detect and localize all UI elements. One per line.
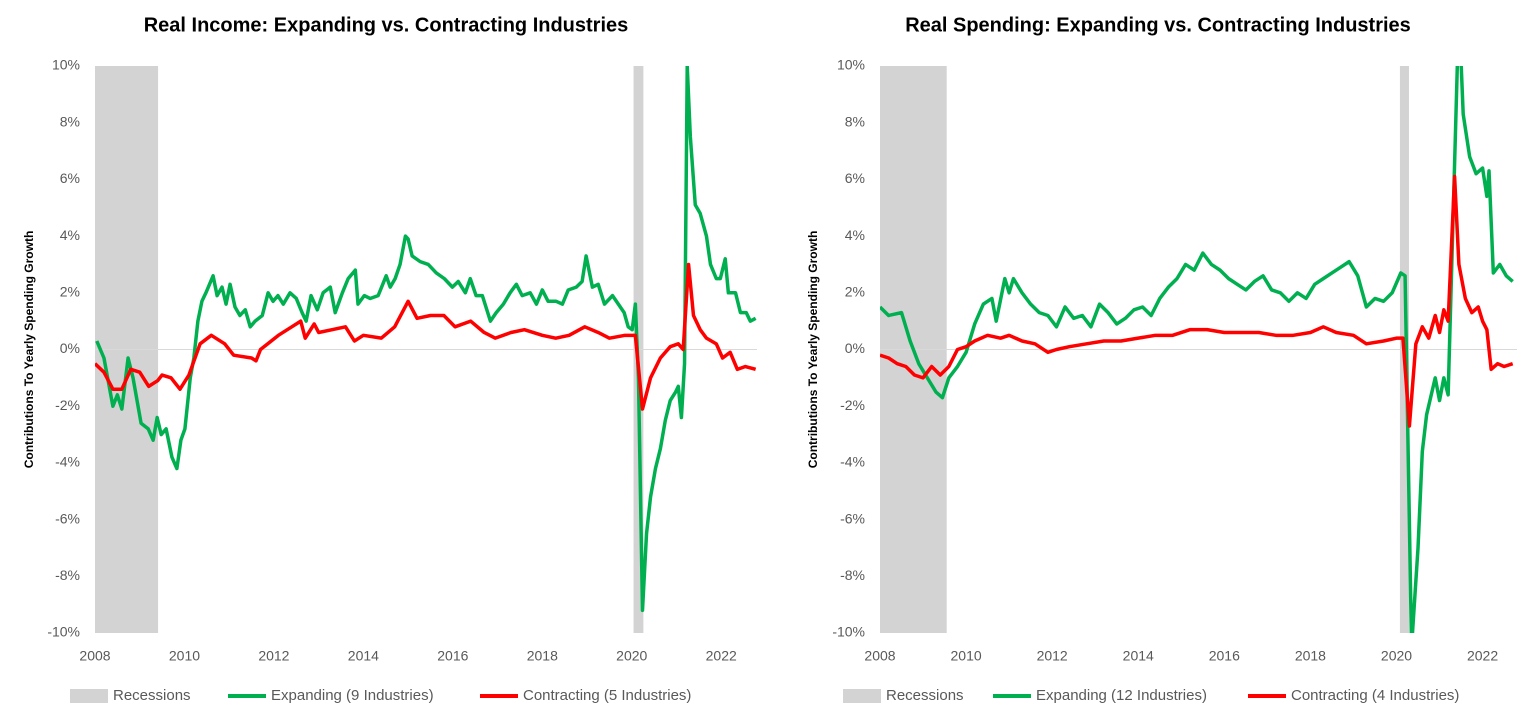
legend-swatch [70,689,108,703]
x-tick-label: 2010 [951,648,982,664]
x-tick-label: 2020 [1381,648,1412,664]
y-tick-label: 0% [845,340,865,356]
x-tick-label: 2022 [1467,648,1498,664]
legend-label: Expanding (12 Industries) [1036,687,1207,704]
plot-area [880,66,1517,633]
x-tick-label: 2018 [527,648,558,664]
legend-label: Contracting (5 Industries) [523,687,691,704]
series-line [880,66,1514,633]
chart-panel: Real Spending: Expanding vs. Contracting… [806,14,1517,704]
y-tick-label: 4% [845,227,865,243]
x-tick-label: 2020 [616,648,647,664]
chart-title: Real Spending: Expanding vs. Contracting… [905,14,1411,36]
x-tick-label: 2018 [1295,648,1326,664]
x-tick-label: 2008 [79,648,110,664]
x-tick-label: 2016 [437,648,468,664]
y-tick-label: 6% [60,170,80,186]
x-tick-label: 2022 [706,648,737,664]
x-tick-label: 2014 [1123,648,1154,664]
series-line [95,66,757,613]
y-tick-label: 8% [60,113,80,129]
y-tick-label: -8% [55,567,80,583]
y-tick-label: -6% [840,510,865,526]
y-tick-label: 2% [60,284,80,300]
y-tick-label: -2% [840,397,865,413]
plot-area [95,66,757,633]
x-tick-label: 2014 [348,648,379,664]
legend-swatch [843,689,881,703]
y-tick-label: -4% [840,454,865,470]
y-tick-label: 8% [845,113,865,129]
y-tick-label: 0% [60,340,80,356]
y-axis-label: Contributions To Yearly Spending Growth [806,231,820,469]
y-tick-label: 6% [845,170,865,186]
y-tick-label: -6% [55,510,80,526]
y-tick-label: -10% [47,624,80,640]
x-tick-label: 2010 [169,648,200,664]
y-tick-label: 2% [845,284,865,300]
legend-label: Recessions [886,687,964,704]
y-tick-label: -2% [55,397,80,413]
legend-label: Expanding (9 Industries) [271,687,434,704]
y-tick-label: 10% [837,57,865,73]
y-axis-label: Contributions To Yearly Spending Growth [22,231,36,469]
legend-label: Recessions [113,687,191,704]
series-line [880,174,1514,428]
x-tick-label: 2008 [864,648,895,664]
y-tick-label: -8% [840,567,865,583]
y-tick-label: 4% [60,227,80,243]
y-tick-label: -10% [832,624,865,640]
y-tick-label: -4% [55,454,80,470]
x-tick-label: 2016 [1209,648,1240,664]
series-line [95,262,757,411]
x-tick-label: 2012 [258,648,289,664]
legend-label: Contracting (4 Industries) [1291,687,1459,704]
x-tick-label: 2012 [1037,648,1068,664]
chart-title: Real Income: Expanding vs. Contracting I… [144,14,629,36]
chart-panel: Real Income: Expanding vs. Contracting I… [22,14,757,704]
y-tick-label: 10% [52,57,80,73]
